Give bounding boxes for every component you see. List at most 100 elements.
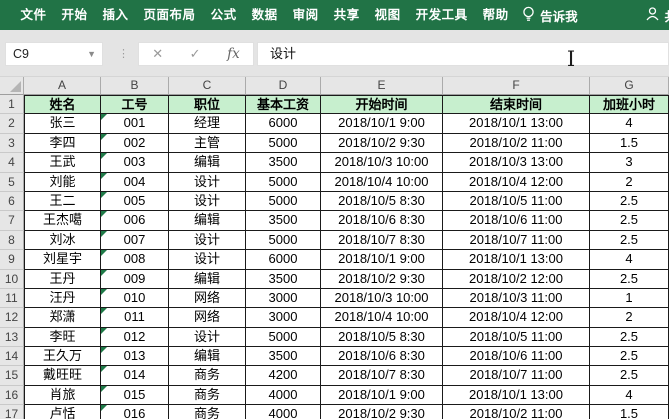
cell-E8[interactable]: 2018/10/7 8:30	[321, 230, 443, 251]
cell-B14[interactable]: 013	[101, 347, 169, 367]
cell-G5[interactable]: 2	[590, 172, 669, 192]
cell-A5[interactable]: 刘能	[24, 172, 101, 192]
cell-B3[interactable]: 002	[101, 133, 169, 154]
ribbon-tab-9[interactable]: 开发工具	[415, 8, 468, 22]
cell-A1[interactable]: 姓名	[24, 95, 101, 115]
cell-F8[interactable]: 2018/10/7 11:00	[443, 230, 590, 251]
cell-G4[interactable]: 3	[590, 153, 669, 173]
cell-A14[interactable]: 王久万	[24, 347, 101, 367]
cell-D9[interactable]: 6000	[246, 250, 321, 270]
cell-G8[interactable]: 2.5	[590, 230, 669, 251]
cell-B12[interactable]: 011	[101, 308, 169, 328]
cell-C14[interactable]: 编辑	[169, 347, 246, 367]
column-header-D[interactable]: D	[246, 77, 321, 95]
row-header-6[interactable]: 6	[0, 191, 24, 212]
cell-F10[interactable]: 2018/10/2 12:00	[443, 269, 590, 289]
cell-G1[interactable]: 加班小时	[590, 95, 669, 115]
row-header-16[interactable]: 16	[0, 385, 24, 406]
cell-B7[interactable]: 006	[101, 211, 169, 231]
cell-E17[interactable]: 2018/10/2 9:30	[321, 405, 443, 419]
cell-A16[interactable]: 肖旅	[24, 385, 101, 406]
cell-B2[interactable]: 001	[101, 114, 169, 134]
cell-B5[interactable]: 004	[101, 172, 169, 192]
select-all-button[interactable]	[0, 77, 24, 95]
cell-D11[interactable]: 3000	[246, 288, 321, 309]
column-header-F[interactable]: F	[443, 77, 590, 95]
cell-C5[interactable]: 设计	[169, 172, 246, 192]
cell-A17[interactable]: 卢恬	[24, 405, 101, 419]
chevron-down-icon[interactable]: ▼	[87, 49, 96, 59]
column-header-B[interactable]: B	[101, 77, 169, 95]
cell-F5[interactable]: 2018/10/4 12:00	[443, 172, 590, 192]
cell-A9[interactable]: 刘星宇	[24, 250, 101, 270]
cell-C6[interactable]: 设计	[169, 191, 246, 212]
cell-B4[interactable]: 003	[101, 153, 169, 173]
cell-C10[interactable]: 编辑	[169, 269, 246, 289]
ribbon-tab-1[interactable]: 开始	[61, 8, 88, 22]
cell-B17[interactable]: 016	[101, 405, 169, 419]
row-header-14[interactable]: 14	[0, 347, 24, 367]
cell-E15[interactable]: 2018/10/7 8:30	[321, 366, 443, 386]
ribbon-tab-7[interactable]: 共享	[333, 8, 360, 22]
cell-G12[interactable]: 2	[590, 308, 669, 328]
tell-me-button[interactable]: 告诉我	[522, 6, 578, 25]
row-header-17[interactable]: 17	[0, 405, 24, 419]
cell-E7[interactable]: 2018/10/6 8:30	[321, 211, 443, 231]
cell-D7[interactable]: 3500	[246, 211, 321, 231]
cell-A6[interactable]: 王二	[24, 191, 101, 212]
cell-C11[interactable]: 网络	[169, 288, 246, 309]
cell-E5[interactable]: 2018/10/4 10:00	[321, 172, 443, 192]
cell-E3[interactable]: 2018/10/2 9:30	[321, 133, 443, 154]
cell-C8[interactable]: 设计	[169, 230, 246, 251]
cell-G13[interactable]: 2.5	[590, 327, 669, 348]
cell-E6[interactable]: 2018/10/5 8:30	[321, 191, 443, 212]
cell-F15[interactable]: 2018/10/7 11:00	[443, 366, 590, 386]
cell-E13[interactable]: 2018/10/5 8:30	[321, 327, 443, 348]
cell-F11[interactable]: 2018/10/3 11:00	[443, 288, 590, 309]
cell-C17[interactable]: 商务	[169, 405, 246, 419]
insert-function-icon[interactable]: fx	[227, 46, 240, 62]
cell-B1[interactable]: 工号	[101, 95, 169, 115]
cell-A7[interactable]: 王杰噶	[24, 211, 101, 231]
ribbon-tab-4[interactable]: 公式	[210, 8, 237, 22]
row-header-3[interactable]: 3	[0, 133, 24, 154]
cell-G7[interactable]: 2.5	[590, 211, 669, 231]
column-header-A[interactable]: A	[24, 77, 101, 95]
ribbon-tab-8[interactable]: 视图	[374, 8, 401, 22]
cell-E9[interactable]: 2018/10/1 9:00	[321, 250, 443, 270]
cell-D15[interactable]: 4200	[246, 366, 321, 386]
row-header-4[interactable]: 4	[0, 153, 24, 173]
cell-B10[interactable]: 009	[101, 269, 169, 289]
cell-D17[interactable]: 4000	[246, 405, 321, 419]
cell-F7[interactable]: 2018/10/6 11:00	[443, 211, 590, 231]
cell-E11[interactable]: 2018/10/3 10:00	[321, 288, 443, 309]
cell-D16[interactable]: 4000	[246, 385, 321, 406]
ribbon-tab-5[interactable]: 数据	[251, 8, 278, 22]
row-header-1[interactable]: 1	[0, 95, 24, 115]
cell-B8[interactable]: 007	[101, 230, 169, 251]
ribbon-tab-10[interactable]: 帮助	[482, 8, 509, 22]
cell-B6[interactable]: 005	[101, 191, 169, 212]
cell-A8[interactable]: 刘冰	[24, 230, 101, 251]
cell-G10[interactable]: 2.5	[590, 269, 669, 289]
row-header-10[interactable]: 10	[0, 269, 24, 289]
cell-C16[interactable]: 商务	[169, 385, 246, 406]
cell-F4[interactable]: 2018/10/3 13:00	[443, 153, 590, 173]
cell-F9[interactable]: 2018/10/1 13:00	[443, 250, 590, 270]
cell-F16[interactable]: 2018/10/1 13:00	[443, 385, 590, 406]
cell-E4[interactable]: 2018/10/3 10:00	[321, 153, 443, 173]
cell-F13[interactable]: 2018/10/5 11:00	[443, 327, 590, 348]
cell-F12[interactable]: 2018/10/4 12:00	[443, 308, 590, 328]
cell-E10[interactable]: 2018/10/2 9:30	[321, 269, 443, 289]
cell-D5[interactable]: 5000	[246, 172, 321, 192]
cell-G6[interactable]: 2.5	[590, 191, 669, 212]
name-box[interactable]: C9 ▼	[5, 42, 103, 66]
cancel-icon[interactable]: ✕	[152, 46, 164, 61]
cell-C9[interactable]: 设计	[169, 250, 246, 270]
row-header-7[interactable]: 7	[0, 211, 24, 231]
cell-B11[interactable]: 010	[101, 288, 169, 309]
row-header-9[interactable]: 9	[0, 250, 24, 270]
cell-G14[interactable]: 2.5	[590, 347, 669, 367]
cell-G9[interactable]: 4	[590, 250, 669, 270]
cell-B13[interactable]: 012	[101, 327, 169, 348]
